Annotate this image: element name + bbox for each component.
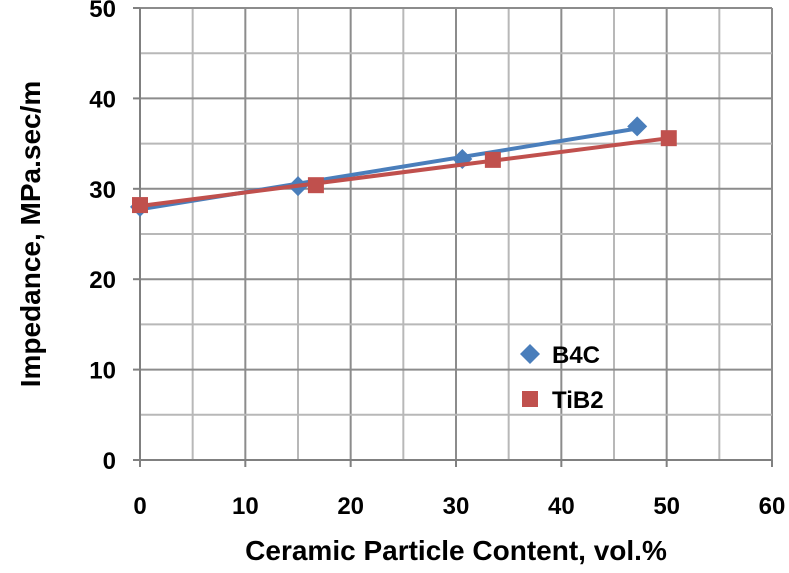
x-tick-label: 50 (653, 493, 680, 520)
y-tick-label: 20 (89, 267, 116, 294)
legend-marker-tib2 (522, 391, 538, 407)
y-tick-label: 50 (89, 0, 116, 23)
legend-label-b4c: B4C (552, 342, 600, 369)
data-point-tib2 (660, 130, 677, 147)
series-layer (130, 116, 677, 217)
y-tick-label: 10 (89, 358, 116, 385)
y-axis-label: Impedance, MPa.sec/m (15, 81, 46, 388)
x-tick-label: 30 (443, 493, 470, 520)
x-tick-label: 0 (133, 493, 146, 520)
x-tick-label: 10 (232, 493, 259, 520)
legend-label-tib2: TiB2 (552, 387, 604, 414)
tick-labels: 0 10 20 30 40 50 60 0 10 20 30 40 50 (89, 0, 785, 520)
x-axis-label: Ceramic Particle Content, vol.% (245, 535, 667, 566)
legend: B4C TiB2 (520, 342, 604, 414)
grid (139, 7, 773, 461)
data-point-tib2 (307, 177, 324, 194)
legend-marker-b4c (520, 344, 540, 364)
y-tick-label: 40 (89, 86, 116, 113)
x-tick-label: 40 (548, 493, 575, 520)
data-point-tib2 (132, 197, 148, 214)
trendline-tib2 (139, 136, 670, 208)
y-tick-label: 0 (103, 448, 116, 475)
data-point-b4c (627, 116, 648, 137)
axes (133, 7, 773, 467)
x-tick-label: 20 (337, 493, 364, 520)
data-point-tib2 (484, 151, 501, 168)
y-tick-label: 30 (89, 177, 116, 204)
x-tick-label: 60 (759, 493, 786, 520)
